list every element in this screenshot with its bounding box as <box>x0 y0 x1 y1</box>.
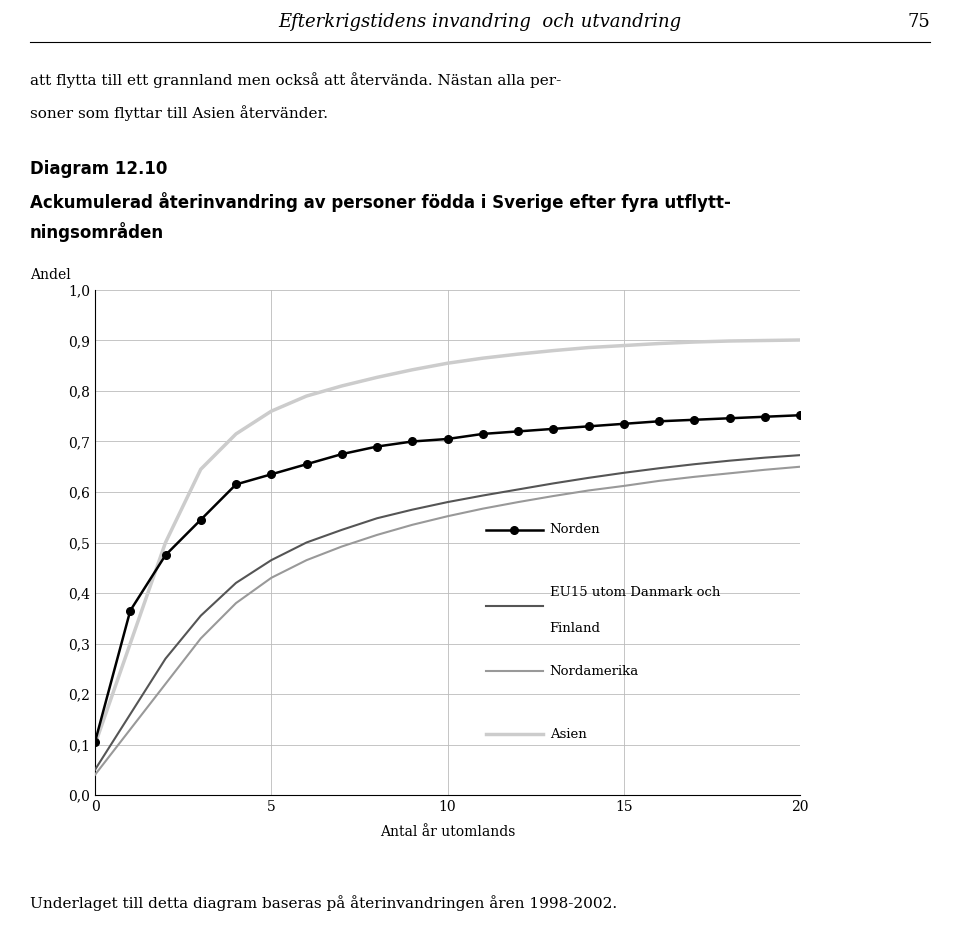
Text: att flytta till ett grannland men också att återvända. Nästan alla per-: att flytta till ett grannland men också … <box>30 72 562 88</box>
Text: Underlaget till detta diagram baseras på återinvandringen åren 1998-2002.: Underlaget till detta diagram baseras på… <box>30 895 617 911</box>
Text: Finland: Finland <box>550 622 601 634</box>
Text: Asien: Asien <box>550 728 587 741</box>
Text: Nordamerika: Nordamerika <box>550 665 639 677</box>
Text: Andel: Andel <box>30 268 71 282</box>
Text: ningsområden: ningsområden <box>30 222 164 242</box>
Text: Ackumulerad återinvandring av personer födda i Sverige efter fyra utflytt-: Ackumulerad återinvandring av personer f… <box>30 192 731 212</box>
X-axis label: Antal år utomlands: Antal år utomlands <box>380 825 516 839</box>
Text: Efterkrigstidens invandring  och utvandring: Efterkrigstidens invandring och utvandri… <box>278 13 682 31</box>
Text: Diagram 12.10: Diagram 12.10 <box>30 160 167 178</box>
Text: Norden: Norden <box>550 523 600 536</box>
Text: EU15 utom Danmark och: EU15 utom Danmark och <box>550 587 720 600</box>
Text: 75: 75 <box>907 13 930 31</box>
Text: soner som flyttar till Asien återvänder.: soner som flyttar till Asien återvänder. <box>30 105 328 121</box>
